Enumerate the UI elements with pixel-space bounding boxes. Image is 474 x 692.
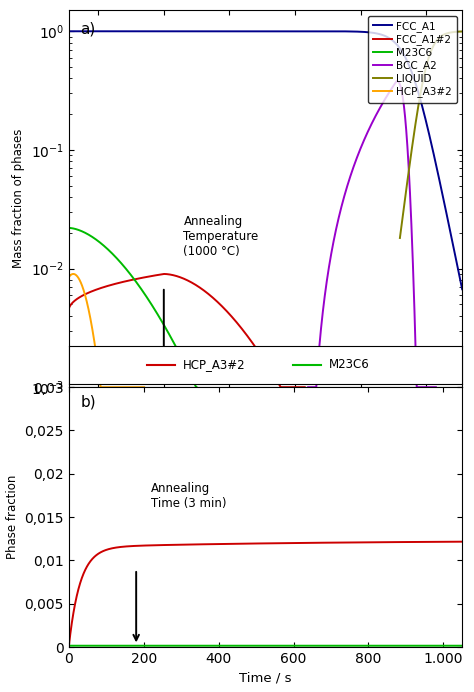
Line: FCC_A1: FCC_A1 bbox=[69, 31, 462, 289]
FCC_A1 bbox=[137, 27, 143, 35]
Text: Annealing
Temperature
(1000 °C): Annealing Temperature (1000 °C) bbox=[183, 215, 259, 259]
X-axis label: Temperature [°C]: Temperature [°C] bbox=[208, 412, 323, 425]
FCC_A1#2 bbox=[66, 306, 72, 314]
FCC_A1 bbox=[389, 36, 395, 44]
FCC_A1 bbox=[459, 285, 465, 293]
HCP_A3#2 bbox=[137, 383, 143, 391]
Line: LIQUID: LIQUID bbox=[400, 31, 462, 238]
Line: HCP_A3#2: HCP_A3#2 bbox=[69, 274, 144, 387]
LIQUID bbox=[459, 27, 465, 35]
M23C6 bbox=[66, 224, 72, 232]
Text: HCP_A3#2: HCP_A3#2 bbox=[183, 358, 246, 371]
HCP_A3#2 bbox=[66, 273, 72, 282]
FCC_A1 bbox=[359, 28, 365, 36]
Text: b): b) bbox=[81, 395, 96, 410]
Text: Annealing
Time (3 min): Annealing Time (3 min) bbox=[151, 482, 227, 511]
FCC_A1#2 bbox=[302, 383, 308, 391]
Line: FCC_A1#2: FCC_A1#2 bbox=[69, 274, 305, 387]
FCC_A1#2 bbox=[137, 274, 143, 282]
FCC_A1 bbox=[322, 27, 328, 35]
X-axis label: Time / s: Time / s bbox=[239, 671, 292, 684]
Legend: FCC_A1, FCC_A1#2, M23C6, BCC_A2, LIQUID, HCP_A3#2: FCC_A1, FCC_A1#2, M23C6, BCC_A2, LIQUID,… bbox=[368, 16, 457, 102]
BCC_A2 bbox=[322, 293, 328, 302]
Line: BCC_A2: BCC_A2 bbox=[308, 81, 436, 387]
FCC_A1 bbox=[216, 27, 222, 35]
FCC_A1#2 bbox=[216, 299, 222, 307]
FCC_A1 bbox=[302, 27, 308, 35]
M23C6 bbox=[137, 284, 143, 292]
Text: a): a) bbox=[81, 21, 96, 37]
BCC_A2 bbox=[359, 140, 365, 148]
Line: M23C6: M23C6 bbox=[69, 228, 197, 387]
BCC_A2 bbox=[389, 84, 395, 92]
Y-axis label: Mass fraction of phases: Mass fraction of phases bbox=[12, 129, 25, 268]
Y-axis label: Phase fraction: Phase fraction bbox=[6, 475, 19, 559]
Text: M23C6: M23C6 bbox=[328, 358, 369, 371]
FCC_A1 bbox=[66, 27, 72, 35]
